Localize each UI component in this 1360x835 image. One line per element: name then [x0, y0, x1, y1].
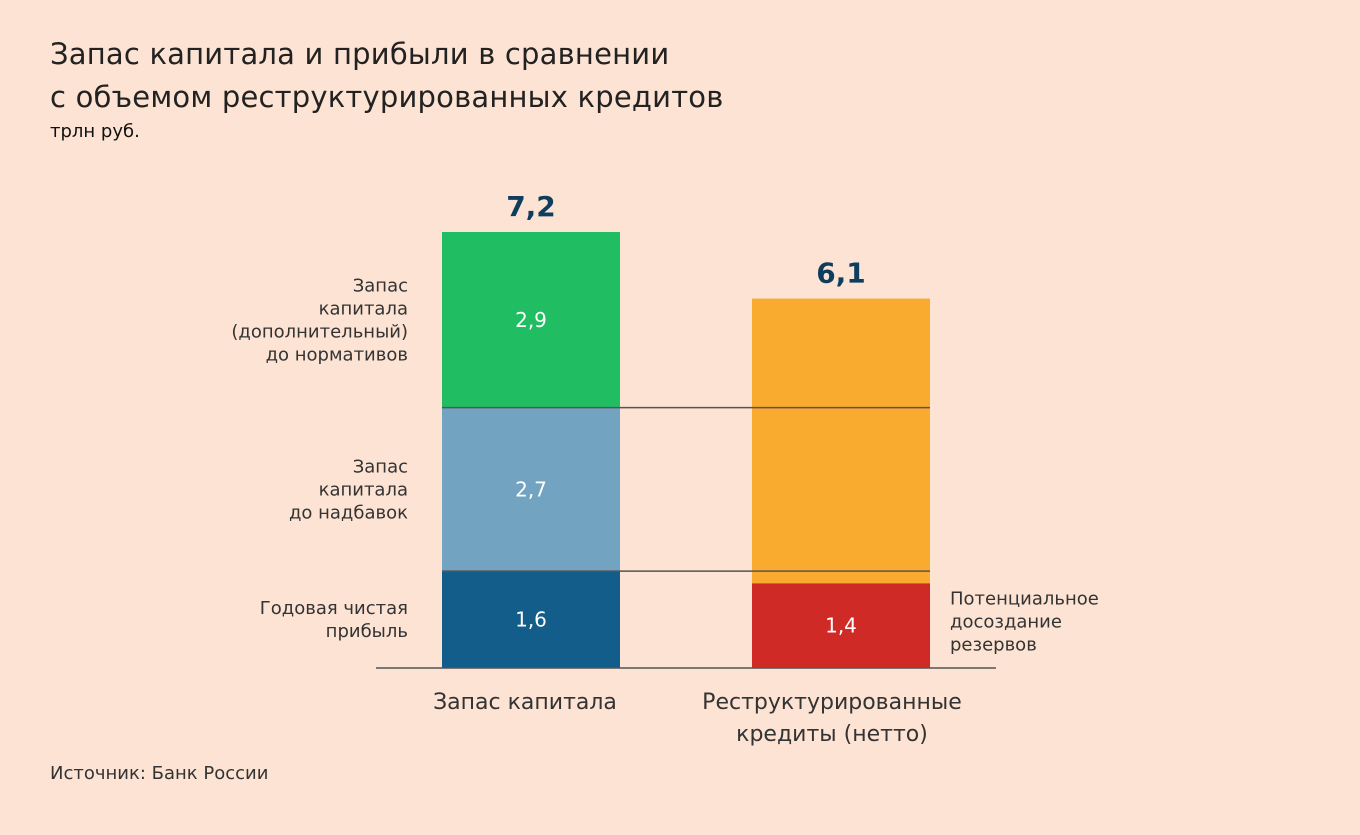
bar-segment-0-0 [442, 571, 620, 668]
series-label-0: Годовая чистая прибыль [260, 598, 408, 642]
bar-total-label: 7,2 [506, 190, 556, 223]
bar-segment-value-label: 2,9 [515, 308, 547, 332]
bar-segment-0-2 [442, 232, 620, 408]
bar-segment-value-label: 1,4 [825, 614, 857, 638]
series-label-2: Запас капитала (дополнительный) до норматив… [231, 275, 408, 365]
bar-segment-1-4 [752, 298, 930, 584]
source-note: Источник: Банк России [50, 763, 269, 784]
series-label-1: Запас капитала до надбавок [289, 456, 408, 523]
bar-segment-1-3 [752, 583, 930, 668]
bar-segment-value-label: 2,7 [515, 477, 547, 501]
bar-segment-value-label: 1,6 [515, 608, 547, 632]
category-label-1: Реструктурированные кредиты (нетто) [702, 690, 962, 747]
bar-segment-0-1 [442, 407, 620, 572]
chart-subtitle: трлн руб. [50, 121, 140, 142]
series-label-3: Потенциальное досоздание резервов [950, 589, 1099, 656]
chart-title-line-1: Запас капитала и прибыли в сравнении [50, 37, 670, 71]
chart-title-line-2: с объемом реструктурированных кредитов [50, 80, 724, 114]
bar-total-label: 6,1 [816, 257, 866, 290]
category-label-0: Запас капитала [433, 690, 617, 715]
